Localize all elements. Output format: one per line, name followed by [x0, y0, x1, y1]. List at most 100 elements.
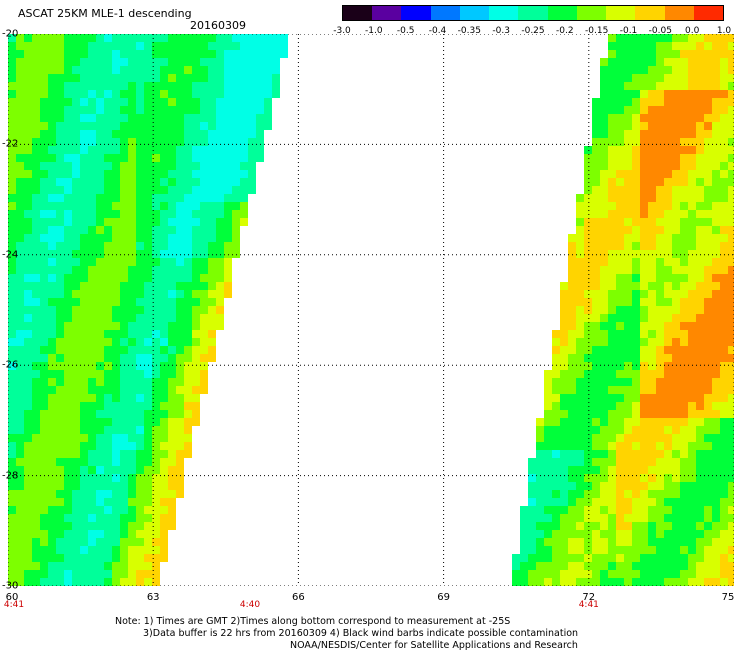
swath-cell	[640, 362, 648, 370]
swath-cell	[144, 186, 152, 194]
swath-cell	[120, 162, 128, 170]
swath-cell	[184, 42, 192, 50]
swath-cell	[136, 418, 144, 426]
swath-cell	[32, 234, 40, 242]
swath-cell	[120, 154, 128, 162]
swath-cell	[104, 210, 112, 218]
swath-cell	[664, 554, 672, 562]
swath-cell	[136, 178, 144, 186]
swath-cell	[48, 570, 56, 578]
swath-cell	[624, 506, 632, 514]
swath-cell	[656, 82, 664, 90]
swath-cell	[728, 306, 734, 314]
swath-cell	[184, 378, 192, 386]
swath-cell	[672, 234, 680, 242]
swath-cell	[136, 450, 144, 458]
swath-cell	[728, 330, 734, 338]
swath-cell	[560, 298, 568, 306]
swath-cell	[96, 522, 104, 530]
swath-cell	[704, 74, 712, 82]
swath-cell	[728, 346, 734, 354]
swath-cell	[712, 130, 720, 138]
swath-cell	[192, 74, 200, 82]
swath-cell	[232, 242, 240, 250]
swath-cell	[120, 354, 128, 362]
swath-cell	[8, 330, 16, 338]
swath-cell	[704, 66, 712, 74]
swath-cell	[56, 514, 64, 522]
swath-cell	[104, 442, 112, 450]
swath-cell	[560, 442, 568, 450]
swath-cell	[592, 194, 600, 202]
swath-cell	[88, 570, 96, 578]
swath-cell	[48, 122, 56, 130]
swath-cell	[24, 298, 32, 306]
swath-cell	[624, 34, 632, 42]
swath-cell	[568, 578, 576, 586]
swath-cell	[160, 106, 168, 114]
swath-cell	[104, 146, 112, 154]
swath-cell	[632, 314, 640, 322]
swath-cell	[128, 506, 136, 514]
swath-cell	[608, 114, 616, 122]
swath-cell	[640, 282, 648, 290]
swath-cell	[88, 418, 96, 426]
swath-cell	[64, 298, 72, 306]
swath-cell	[72, 506, 80, 514]
swath-cell	[608, 306, 616, 314]
swath-cell	[680, 34, 688, 42]
swath-cell	[64, 250, 72, 258]
swath-cell	[728, 34, 734, 42]
swath-cell	[664, 386, 672, 394]
swath-cell	[544, 570, 552, 578]
swath-cell	[728, 82, 734, 90]
swath-cell	[176, 202, 184, 210]
swath-cell	[696, 458, 704, 466]
swath-cell	[56, 450, 64, 458]
swath-cell	[136, 554, 144, 562]
swath-cell	[640, 330, 648, 338]
swath-cell	[624, 98, 632, 106]
swath-cell	[648, 146, 656, 154]
swath-cell	[696, 322, 704, 330]
swath-cell	[88, 410, 96, 418]
swath-cell	[72, 98, 80, 106]
swath-cell	[272, 34, 280, 42]
swath-cell	[632, 522, 640, 530]
swath-cell	[176, 90, 184, 98]
swath-cell	[40, 50, 48, 58]
swath-cell	[632, 562, 640, 570]
swath-cell	[104, 554, 112, 562]
swath-cell	[728, 522, 734, 530]
swath-cell	[576, 530, 584, 538]
swath-cell	[568, 554, 576, 562]
swath-cell	[672, 370, 680, 378]
swath-cell	[72, 226, 80, 234]
swath-cell	[608, 434, 616, 442]
swath-cell	[688, 466, 696, 474]
swath-cell	[56, 306, 64, 314]
swath-cell	[24, 554, 32, 562]
swath-cell	[32, 282, 40, 290]
swath-cell	[232, 154, 240, 162]
swath-cell	[512, 554, 520, 562]
swath-cell	[600, 186, 608, 194]
swath-cell	[536, 506, 544, 514]
swath-cell	[80, 122, 88, 130]
swath-cell	[40, 362, 48, 370]
swath-cell	[640, 546, 648, 554]
swath-cell	[640, 122, 648, 130]
swath-cell	[240, 194, 248, 202]
swath-cell	[16, 490, 24, 498]
swath-cell	[712, 298, 720, 306]
swath-cell	[72, 58, 80, 66]
swath-cell	[120, 242, 128, 250]
swath-cell	[720, 90, 728, 98]
swath-cell	[24, 434, 32, 442]
swath-cell	[128, 58, 136, 66]
swath-cell	[728, 338, 734, 346]
swath-cell	[608, 98, 616, 106]
swath-cell	[232, 146, 240, 154]
swath-cell	[40, 290, 48, 298]
swath-cell	[136, 218, 144, 226]
